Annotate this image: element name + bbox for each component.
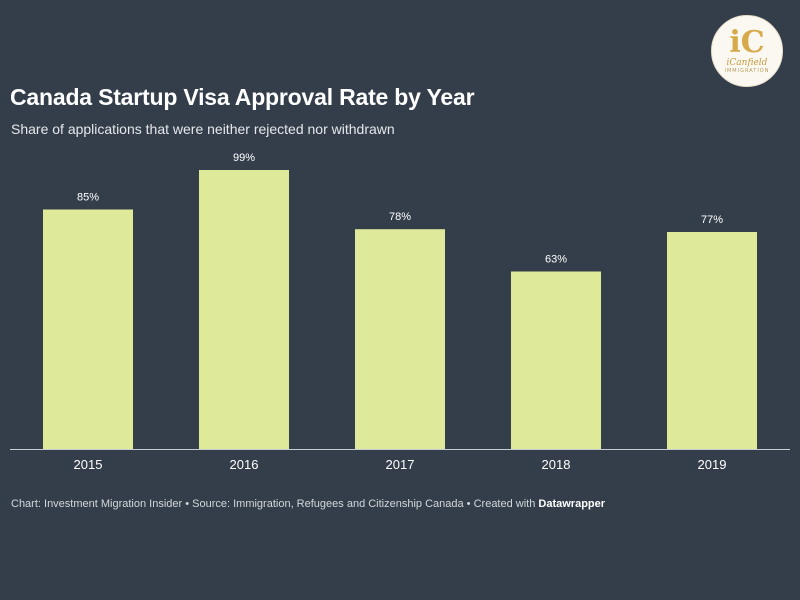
- chart-title: Canada Startup Visa Approval Rate by Yea…: [10, 84, 475, 110]
- logo-text: iCanfield: [726, 58, 768, 68]
- bar-2018: [511, 271, 601, 449]
- value-label-2017: 78%: [389, 211, 411, 223]
- bar-2019: [667, 232, 757, 449]
- logo-subtext: IMMIGRATION: [724, 68, 770, 74]
- bar-2016: [199, 170, 289, 449]
- footer-tool-link[interactable]: Datawrapper: [538, 498, 606, 510]
- brand-logo: iC iCanfield IMMIGRATION: [711, 15, 783, 87]
- logo-mark: iC: [729, 25, 765, 60]
- bar-2015: [43, 209, 133, 449]
- value-label-2018: 63%: [545, 254, 567, 266]
- chart-subtitle: Share of applications that were neither …: [11, 121, 395, 137]
- chart-footer: Chart: Investment Migration Insider • So…: [11, 498, 605, 510]
- x-tick-2019: 2019: [698, 457, 727, 472]
- x-tick-labels: 2015 2016 2017 2018 2019: [74, 457, 727, 472]
- bar-2017: [355, 229, 445, 449]
- bars-layer: 85% 99% 78% 63% 77%: [43, 152, 757, 449]
- value-label-2019: 77%: [701, 214, 723, 226]
- x-tick-2015: 2015: [74, 457, 103, 472]
- value-label-2016: 99%: [233, 152, 255, 164]
- x-tick-2018: 2018: [542, 457, 571, 472]
- x-tick-2017: 2017: [386, 457, 415, 472]
- x-tick-2016: 2016: [230, 457, 259, 472]
- value-label-2015: 85%: [77, 192, 99, 204]
- footer-credits: Chart: Investment Migration Insider • So…: [11, 498, 539, 510]
